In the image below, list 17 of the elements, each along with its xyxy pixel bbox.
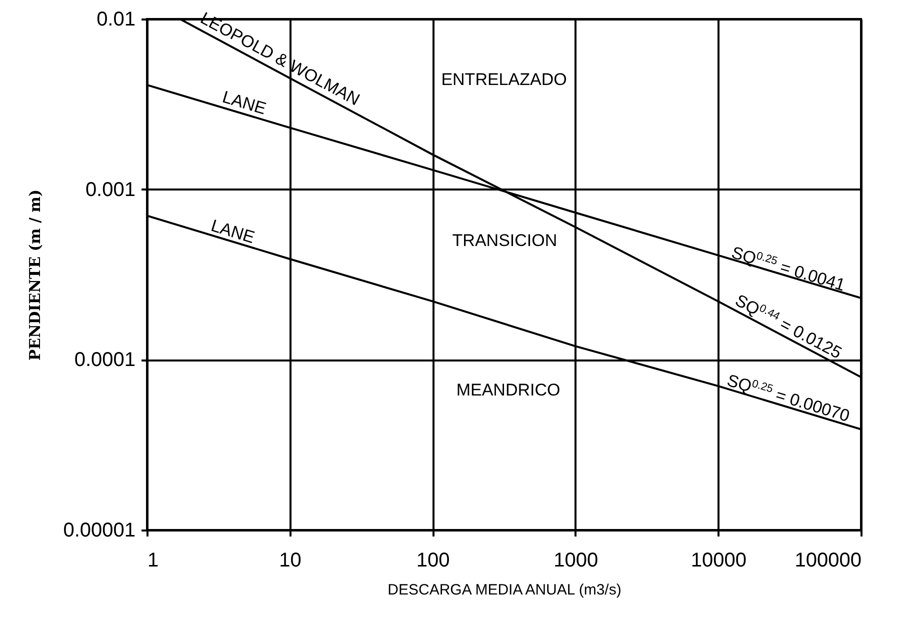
x-axis-title: DESCARGA MEDIA ANUAL (m3/s) — [388, 582, 622, 598]
annotation: TRANSICION — [452, 230, 558, 250]
x-tick-label: 1000 — [554, 550, 598, 572]
y-tick-label: 0.0001 — [74, 349, 136, 372]
y-tick-label: 0.001 — [85, 178, 136, 201]
annotation: LANE — [208, 216, 257, 248]
annotation: ENTRELAZADO — [441, 70, 567, 89]
x-tick-label: 10 — [279, 550, 302, 572]
x-tick-label: 1 — [148, 550, 159, 572]
y-axis-title: PENDIENTE (m / m) — [26, 189, 44, 361]
x-tick-label: 100 — [416, 550, 450, 572]
annotation: LANE — [220, 87, 268, 118]
y-tick-label: 0.00001 — [63, 520, 136, 542]
annotation: MEANDRICO — [456, 380, 560, 400]
x-tick-label: 100000 — [794, 550, 862, 572]
x-tick-label: 10000 — [690, 550, 747, 572]
y-tick-label: 0.01 — [96, 8, 136, 30]
